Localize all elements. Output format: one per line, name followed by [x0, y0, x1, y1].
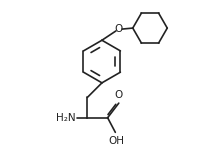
Text: OH: OH	[108, 136, 124, 146]
Text: H₂N: H₂N	[56, 113, 75, 123]
Text: O: O	[115, 90, 123, 100]
Text: O: O	[114, 24, 123, 34]
